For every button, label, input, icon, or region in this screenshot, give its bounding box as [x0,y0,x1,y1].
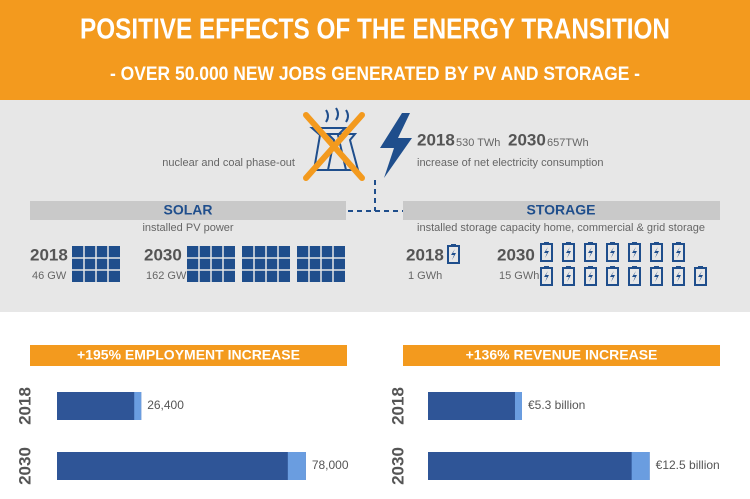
bar-end [514,392,522,420]
battery-body [562,267,575,286]
battery [628,266,641,286]
battery-bolt [632,271,637,282]
battery-body [650,267,663,286]
bolt-icon [380,113,412,178]
battery-body [606,243,619,262]
chart-title: +195% EMPLOYMENT INCREASE [77,347,300,363]
battery [650,266,663,286]
battery-bolt [654,247,659,258]
battery [584,266,597,286]
consumption-caption: increase of net electricity consumption [417,157,603,169]
solar-panel [72,246,120,282]
data-label: €5.3 billion [528,398,585,412]
consumption-amount: 530 TWh [456,137,500,149]
data-label: €12.5 billion [656,458,720,472]
battery-bolt [676,271,681,282]
storage-caption: installed storage capacity home, commerc… [417,222,705,234]
battery [650,242,663,262]
battery-body [650,243,663,262]
battery-bolt [632,247,637,258]
data-label: 26,400 [147,398,184,412]
battery [562,242,575,262]
battery-body [562,243,575,262]
battery [628,242,641,262]
storage-amount: 15 GWh [499,270,539,282]
battery [606,242,619,262]
battery [540,266,553,286]
battery [606,266,619,286]
consumption-amount: 657TWh [547,137,589,149]
storage-title: STORAGE [527,202,596,218]
solar-amount: 46 GW [32,270,67,282]
battery-bolt [588,247,593,258]
storage-year: 2018 [406,245,444,264]
bar [57,452,306,480]
battery-body [540,243,553,262]
bar [428,392,522,420]
battery-bolt [544,247,549,258]
battery-bolt [610,247,615,258]
solar-year: 2030 [144,245,182,264]
y-tick-label: 2018 [388,387,407,425]
chart-title-bar [403,345,720,366]
battery [584,242,597,262]
battery-bolt [610,271,615,282]
battery-body [447,245,460,264]
header-band [0,0,750,100]
data-label: 78,000 [312,458,349,472]
battery-body [694,267,707,286]
storage-bar [403,201,720,220]
solar-title: SOLAR [164,202,213,218]
connector [348,180,403,212]
battery-body [540,267,553,286]
battery-bolt [654,271,659,282]
battery [562,266,575,286]
solar-panel [187,246,235,282]
bar [428,452,650,480]
y-tick-label: 2030 [15,447,34,485]
bar [57,392,142,420]
battery [540,242,553,262]
battery-body [606,267,619,286]
bar-end [287,452,306,480]
battery-bolt [676,247,681,258]
solar-amount: 162 GW [146,270,187,282]
storage-year: 2030 [497,245,535,264]
battery-body [584,243,597,262]
cross [303,112,365,181]
battery-bolt [588,271,593,282]
solar-caption: installed PV power [142,222,233,234]
chart-title: +136% REVENUE INCREASE [466,347,658,363]
battery-body [584,267,597,286]
bar-end [134,392,142,420]
battery [672,242,685,262]
title: POSITIVE EFFECTS OF THE ENERGY TRANSITIO… [80,14,670,46]
battery-bolt [544,271,549,282]
bar-end [631,452,650,480]
battery [694,266,707,286]
battery-bolt [698,271,703,282]
y-tick-label: 2018 [15,387,34,425]
battery-body [628,267,641,286]
battery [672,266,685,286]
solar-panel [297,246,345,282]
y-tick-label: 2030 [388,447,407,485]
solar-panel [242,246,290,282]
phase-out-caption: nuclear and coal phase-out [162,157,295,169]
subtitle: - OVER 50.000 NEW JOBS GENERATED BY PV A… [110,64,640,85]
battery-bolt [566,271,571,282]
storage-amount: 1 GWh [408,270,442,282]
consumption-year: 2018 [417,130,455,149]
battery [447,244,460,264]
battery-bolt [451,249,456,260]
solar-year: 2018 [30,245,68,264]
chart-title-bar [30,345,347,366]
solar-bar [30,201,346,220]
battery-body [672,243,685,262]
battery-body [628,243,641,262]
battery-body [672,267,685,286]
battery-bolt [566,247,571,258]
consumption-year: 2030 [508,130,546,149]
